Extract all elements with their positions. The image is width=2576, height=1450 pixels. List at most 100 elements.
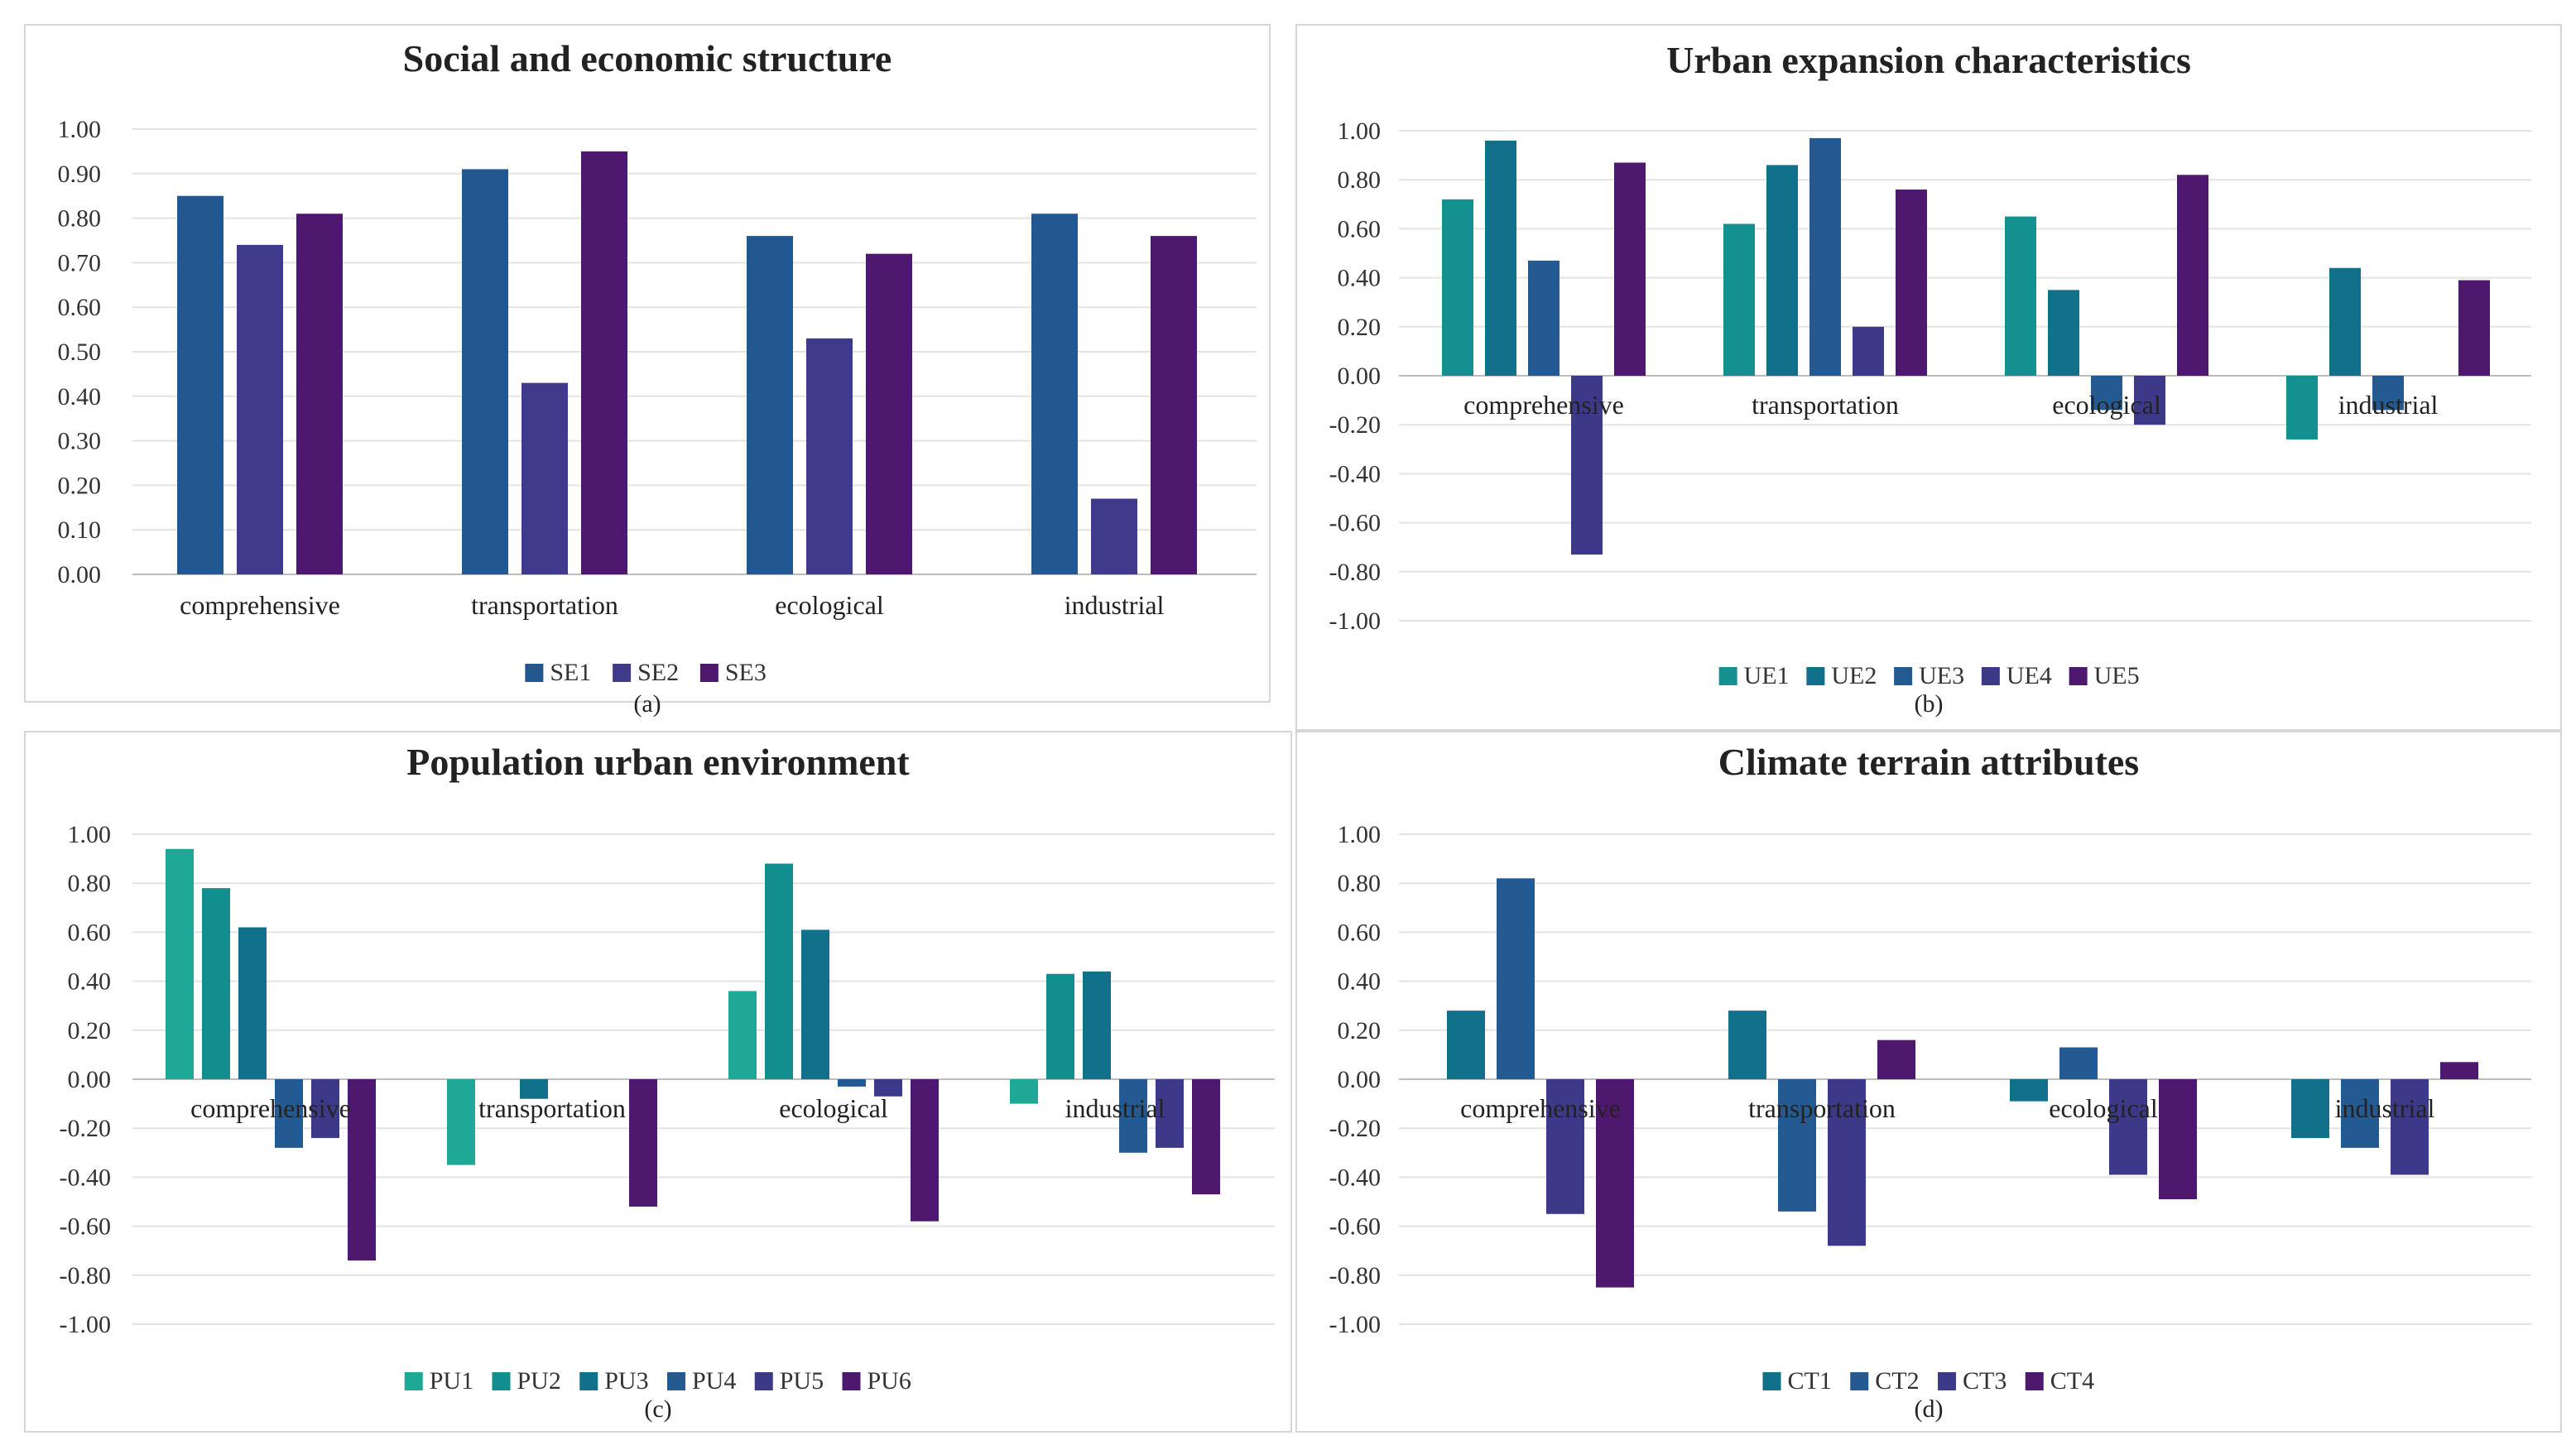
legend-swatch-UE1 (1718, 667, 1737, 685)
bar-SE3-industrial (1151, 236, 1197, 574)
chart-panel-b: Urban expansion characteristics -1.00 -0.8… (1295, 24, 2562, 731)
bar-SE1-industrial (1031, 214, 1078, 574)
bar-UE3-comprehensive (1528, 260, 1560, 376)
y-tick-label: -0.40 (1329, 1164, 1382, 1191)
panel-label: (c) (644, 1395, 671, 1423)
y-tick-label: 0.60 (58, 294, 102, 321)
legend-label-PU5: PU5 (780, 1367, 824, 1395)
legend-label-SE3: SE3 (725, 659, 767, 686)
bar-PU1-comprehensive (166, 848, 194, 1079)
y-tick-label: 0.00 (68, 1066, 112, 1093)
legend-label-CT1: CT1 (1788, 1367, 1832, 1395)
legend-swatch-PU2 (492, 1372, 511, 1390)
y-tick-label: 0.80 (58, 205, 102, 233)
legend: UE1 UE2 UE3 UE4 UE5 (1718, 662, 2140, 689)
bar-PU3-transportation (520, 1079, 548, 1099)
bar-UE1-transportation (1723, 223, 1755, 376)
panel-label: (a) (633, 690, 661, 718)
x-tick-label: comprehensive (1463, 390, 1624, 420)
bar-UE3-transportation (1809, 137, 1841, 376)
legend-swatch-PU1 (404, 1372, 423, 1390)
bar-UE5-transportation (1896, 190, 1927, 376)
y-tick-label: 0.10 (58, 516, 102, 544)
bar-PU2-industrial (1046, 973, 1074, 1079)
legend-label-UE5: UE5 (2094, 662, 2140, 689)
legend-label-PU6: PU6 (867, 1367, 911, 1395)
bar-CT2-ecological (2059, 1047, 2098, 1079)
y-tick-label: -0.40 (60, 1164, 112, 1191)
bar-UE4-comprehensive (1571, 376, 1603, 555)
x-tick-label: ecological (2052, 390, 2161, 420)
x-tick-label: ecological (779, 1093, 888, 1123)
legend-label-UE2: UE2 (1831, 662, 1877, 689)
y-tick-label: 1.00 (58, 116, 102, 143)
bar-PU6-ecological (911, 1079, 939, 1222)
legend: CT1 CT2 CT3 CT4 (1762, 1367, 2094, 1395)
y-tick-label: 1.00 (68, 821, 112, 848)
y-tick-label: 0.40 (58, 383, 102, 411)
y-tick-label: 0.20 (58, 472, 102, 499)
bar-SE1-comprehensive (177, 195, 223, 574)
legend-label-CT2: CT2 (1875, 1367, 1919, 1395)
bar-CT1-transportation (1728, 1011, 1766, 1079)
panel-frame (1295, 24, 2562, 731)
y-tick-label: 0.90 (58, 161, 102, 188)
legend-label-UE4: UE4 (2006, 662, 2052, 689)
x-tick-label: transportation (1748, 1093, 1896, 1123)
bar-UE4-transportation (1853, 326, 1884, 376)
bar-PU1-industrial (1010, 1079, 1038, 1104)
legend-label-CT4: CT4 (2050, 1367, 2094, 1395)
y-tick-label: 0.70 (58, 249, 102, 276)
chart-panel-a: Social and economic structure 0.00 0.10 0.2… (24, 24, 1271, 718)
y-tick-label: -0.80 (1329, 1262, 1382, 1289)
bar-PU3-comprehensive (238, 927, 267, 1079)
panel-label: (b) (1915, 690, 1944, 718)
y-tick-label: 0.80 (1338, 166, 1382, 194)
x-tick-label: ecological (2049, 1093, 2158, 1123)
x-tick-label: industrial (1065, 1093, 1165, 1123)
bar-SE3-transportation (581, 151, 627, 574)
bar-CT3-transportation (1828, 1079, 1866, 1246)
bar-PU5-ecological (874, 1079, 902, 1097)
x-tick-label: transportation (478, 1093, 626, 1123)
bar-PU1-ecological (728, 991, 757, 1079)
bar-SE3-comprehensive (296, 214, 343, 574)
panel-label: (d) (1915, 1395, 1944, 1423)
bar-PU4-comprehensive (275, 1079, 303, 1148)
chart-title: Population urban environment (406, 741, 910, 783)
y-tick-label: -0.80 (1329, 559, 1382, 586)
legend-swatch-PU5 (754, 1372, 773, 1390)
x-tick-label: industrial (2335, 1093, 2435, 1123)
legend-label-UE1: UE1 (1744, 662, 1790, 689)
y-tick-label: 1.00 (1338, 821, 1382, 848)
bar-UE5-industrial (2458, 280, 2490, 376)
x-tick-label: transportation (471, 590, 618, 620)
y-tick-label: -0.20 (1329, 1115, 1382, 1142)
bar-SE1-transportation (462, 169, 508, 575)
bar-CT4-industrial (2440, 1062, 2478, 1079)
y-tick-label: 0.30 (58, 428, 102, 455)
legend-swatch-UE5 (2069, 667, 2088, 685)
legend-label-SE1: SE1 (550, 659, 591, 686)
bar-PU6-transportation (629, 1079, 657, 1207)
bar-PU3-ecological (801, 929, 829, 1079)
x-tick-label: comprehensive (1460, 1093, 1621, 1123)
legend-label-UE3: UE3 (1919, 662, 1964, 689)
legend: PU1 PU2 PU3 PU4 PU5 PU6 (404, 1367, 911, 1395)
legend-label-PU2: PU2 (517, 1367, 561, 1395)
panel-frame (1295, 731, 2562, 1433)
bar-CT4-comprehensive (1596, 1079, 1634, 1288)
bar-CT4-ecological (2159, 1079, 2197, 1200)
bar-UE1-comprehensive (1442, 199, 1473, 376)
chart-title: Climate terrain attributes (1718, 741, 2139, 783)
bar-CT2-comprehensive (1497, 878, 1535, 1079)
legend-swatch-CT1 (1762, 1372, 1781, 1390)
bar-SE2-transportation (521, 382, 568, 574)
bar-UE2-comprehensive (1485, 140, 1516, 376)
bar-UE5-comprehensive (1614, 162, 1646, 377)
bar-SE2-ecological (806, 338, 853, 574)
legend-swatch-PU3 (579, 1372, 598, 1390)
y-tick-label: 0.60 (1338, 215, 1382, 242)
y-tick-label: -0.80 (60, 1262, 112, 1289)
